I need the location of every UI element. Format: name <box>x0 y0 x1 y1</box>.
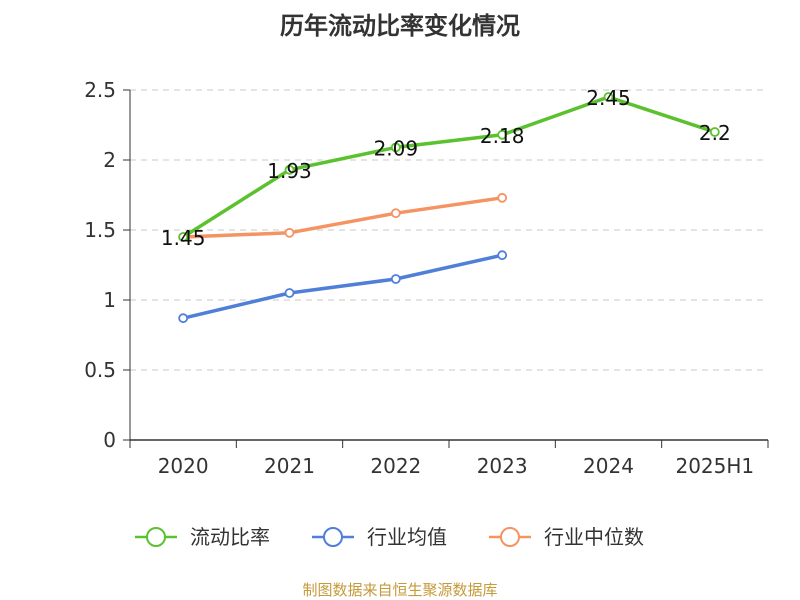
data-point[interactable] <box>497 250 508 261</box>
legend-marker-icon <box>500 527 520 547</box>
data-label: 2.18 <box>480 124 525 148</box>
legend-marker-icon <box>323 527 343 547</box>
data-point[interactable] <box>178 313 189 324</box>
data-point[interactable] <box>390 208 401 219</box>
series-line-1 <box>182 95 716 239</box>
data-label: 2.09 <box>374 136 419 160</box>
legend-item-1[interactable]: 流动比率 <box>135 525 270 549</box>
series-line-3 <box>183 196 503 239</box>
data-point[interactable] <box>284 164 295 175</box>
x-tick-label: 2021 <box>264 454 315 478</box>
chart-title: 历年流动比率变化情况 <box>280 12 520 40</box>
legend-label: 行业中位数 <box>544 525 644 549</box>
data-label: 2.45 <box>586 86 631 110</box>
legend-label: 流动比率 <box>190 525 270 549</box>
legend-marker-icon <box>146 527 166 547</box>
legend-label: 行业均值 <box>367 525 447 549</box>
y-tick-label: 1.5 <box>84 218 116 242</box>
data-label: 2.2 <box>699 121 731 145</box>
x-tick-label: 2025H1 <box>675 454 754 478</box>
legend[interactable]: 流动比率 行业均值 行业中位数 <box>135 525 644 549</box>
y-tick-label: 0.5 <box>84 358 116 382</box>
x-tick-label: 2020 <box>158 454 209 478</box>
y-tick-label: 2.5 <box>84 78 116 102</box>
data-point[interactable] <box>709 127 720 137</box>
data-point[interactable] <box>497 192 508 203</box>
axes: 0 0.5 1 1.5 2 2.5 2020 2021 2022 2023 2024 2025H1 <box>84 78 769 478</box>
grid-lines <box>130 89 768 371</box>
series-line-2 <box>182 253 503 320</box>
data-point[interactable] <box>284 288 295 298</box>
data-point[interactable] <box>178 232 189 242</box>
x-tick-label: 2023 <box>477 454 528 478</box>
data-label: 1.45 <box>161 226 206 250</box>
data-label: 1.93 <box>267 159 312 183</box>
data-point[interactable] <box>284 227 295 238</box>
legend-item-2[interactable]: 行业均值 <box>312 525 447 549</box>
y-tick-label: 1 <box>103 288 116 312</box>
data-point[interactable] <box>497 129 508 140</box>
y-tick-label: 2 <box>103 148 116 172</box>
data-point[interactable] <box>390 142 401 153</box>
data-point[interactable] <box>603 92 614 102</box>
series-group: 1.45 1.93 2.09 2.18 2.45 2.2 <box>161 86 731 324</box>
legend-item-3[interactable]: 行业中位数 <box>489 525 644 549</box>
x-tick-label: 2022 <box>370 454 421 478</box>
data-point[interactable] <box>390 274 401 284</box>
x-tick-label: 2024 <box>583 454 634 478</box>
y-tick-label: 0 <box>103 428 116 452</box>
source-note: 制图数据来自恒生聚源数据库 <box>302 581 497 599</box>
